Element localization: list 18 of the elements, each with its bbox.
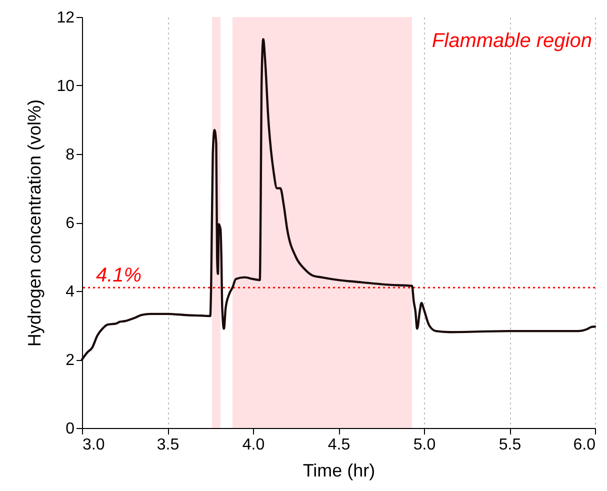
annotation: Flammable region [432, 30, 592, 52]
y-tick-label: 0 [66, 420, 75, 438]
x-tick-label: 3.5 [156, 436, 180, 454]
x-tick-label: 4.0 [242, 436, 265, 454]
y-tick-label: 8 [66, 146, 75, 164]
x-tick-label: 3.0 [82, 436, 105, 454]
y-tick-label: 2 [66, 352, 75, 369]
x-tick-label: 5.5 [498, 436, 522, 454]
ref-line-label: 4.1% [96, 264, 142, 287]
y-axis-title: Hydrogen concentration (vol%) [24, 99, 45, 347]
y-tick-label: 6 [66, 215, 75, 232]
y-tick-label: 12 [56, 10, 75, 26]
y-tick-label: 4 [66, 284, 75, 300]
x-tick-label: 4.5 [328, 436, 350, 454]
x-tick-label: 5.0 [413, 436, 436, 454]
y-tick-label: 10 [56, 78, 75, 95]
x-axis-title: Time (hr) [302, 460, 376, 480]
x-tick-label: 6.0 [573, 436, 596, 454]
